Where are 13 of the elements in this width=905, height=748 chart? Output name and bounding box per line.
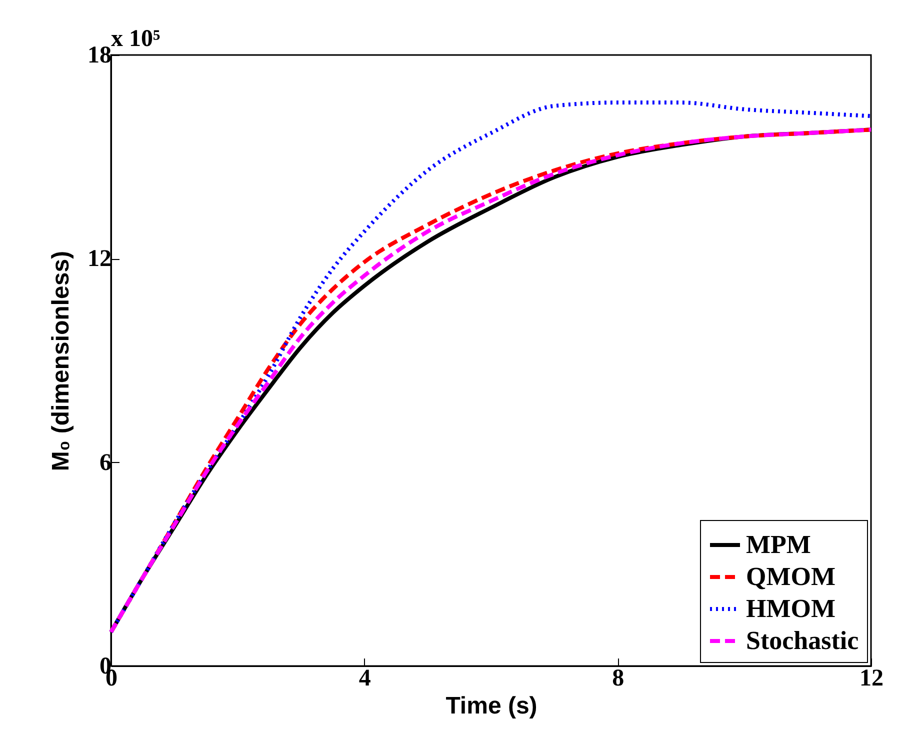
x-tick-label: 12 — [860, 666, 884, 692]
y-tick-label: 6 — [100, 450, 112, 476]
text: x 10⁵ — [111, 26, 160, 52]
x-tick-label: 4 — [358, 666, 371, 692]
legend-label: Stochastic — [746, 626, 859, 655]
legend-label: HMOM — [746, 594, 836, 623]
y-tick-label: 18 — [88, 42, 112, 68]
y-axis-title: M₀ (dimensionless) — [48, 250, 74, 472]
y-tick-label: 12 — [88, 246, 112, 272]
legend-label: QMOM — [746, 562, 836, 591]
legend-label: MPM — [746, 530, 811, 559]
x-tick-label: 8 — [612, 666, 624, 692]
x-axis-title: Time (s) — [446, 692, 538, 720]
